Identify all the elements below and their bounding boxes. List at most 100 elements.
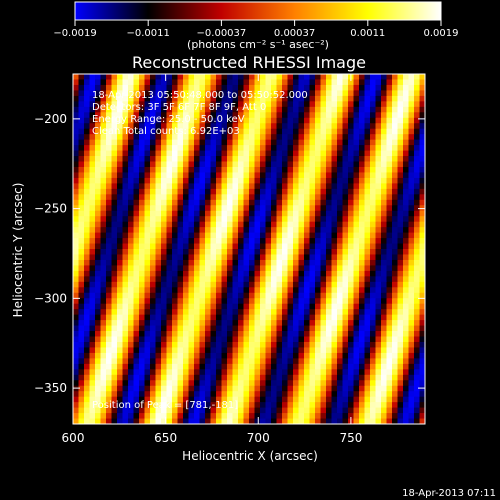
heatmap-cell xyxy=(359,101,366,108)
heatmap-cell xyxy=(133,238,140,245)
heatmap-cell xyxy=(221,117,228,124)
heatmap-cell xyxy=(199,352,206,359)
heatmap-cell xyxy=(139,292,146,299)
heatmap-cell xyxy=(298,205,305,212)
heatmap-cell xyxy=(364,161,371,168)
heatmap-cell xyxy=(199,221,206,228)
heatmap-cell xyxy=(188,166,195,174)
heatmap-cell xyxy=(133,112,140,119)
heatmap-cell xyxy=(133,254,140,261)
heatmap-cell xyxy=(342,150,349,157)
heatmap-cell xyxy=(260,331,267,338)
heatmap-cell xyxy=(364,90,371,97)
heatmap-cell xyxy=(271,331,278,338)
heatmap-cell xyxy=(144,331,151,338)
heatmap-cell xyxy=(276,341,283,349)
heatmap-cell xyxy=(403,320,410,327)
heatmap-cell xyxy=(111,347,118,354)
heatmap-cell xyxy=(260,145,267,152)
heatmap-cell xyxy=(265,418,272,424)
heatmap-cell xyxy=(359,336,366,343)
heatmap-cell xyxy=(194,183,201,190)
heatmap-cell xyxy=(117,210,124,217)
heatmap-cell xyxy=(183,199,190,206)
heatmap-cell xyxy=(287,249,294,256)
heatmap-cell xyxy=(370,139,377,146)
heatmap-cell xyxy=(243,194,250,201)
heatmap-cell xyxy=(210,298,217,305)
heatmap-cell xyxy=(370,336,377,343)
heatmap-cell xyxy=(216,320,223,327)
heatmap-cell xyxy=(309,106,316,113)
heatmap-cell xyxy=(205,216,212,223)
heatmap-cell xyxy=(370,265,377,272)
heatmap-cell xyxy=(161,320,168,327)
heatmap-cell xyxy=(232,358,239,365)
heatmap-cell xyxy=(276,74,283,81)
heatmap-cell xyxy=(304,385,311,392)
heatmap-cell xyxy=(293,74,300,81)
heatmap-cell xyxy=(150,79,157,86)
heatmap-cell xyxy=(353,402,360,409)
heatmap-cell xyxy=(205,265,212,272)
heatmap-cell xyxy=(128,292,135,299)
heatmap-cell xyxy=(315,396,322,403)
heatmap-cell xyxy=(353,281,360,288)
heatmap-cell xyxy=(276,281,283,288)
heatmap-cell xyxy=(326,194,333,201)
heatmap-cell xyxy=(364,314,371,321)
heatmap-cell xyxy=(320,314,327,321)
heatmap-cell xyxy=(337,413,344,420)
heatmap-cell xyxy=(144,407,151,414)
heatmap-cell xyxy=(414,380,421,387)
heatmap-cell xyxy=(381,336,388,343)
heatmap-cell xyxy=(375,166,382,174)
heatmap-cell xyxy=(188,238,195,245)
heatmap-cell xyxy=(100,194,107,201)
heatmap-cell xyxy=(84,276,91,283)
heatmap-cell xyxy=(260,298,267,305)
heatmap-cell xyxy=(337,287,344,294)
heatmap-cell xyxy=(177,106,184,113)
heatmap-cell xyxy=(78,374,85,381)
heatmap-cell xyxy=(397,112,404,119)
heatmap-cell xyxy=(172,413,179,420)
heatmap-cell xyxy=(221,156,228,163)
heatmap-cell xyxy=(304,188,311,195)
heatmap-cell xyxy=(375,303,382,310)
heatmap-cell xyxy=(227,243,234,250)
heatmap-cell xyxy=(243,90,250,97)
heatmap-cell xyxy=(353,188,360,195)
heatmap-cell xyxy=(89,347,96,354)
colorbar xyxy=(74,1,442,21)
heatmap-cell xyxy=(243,161,250,168)
heatmap-cell xyxy=(117,194,124,201)
heatmap-cell xyxy=(210,79,217,86)
heatmap-cell xyxy=(221,407,228,414)
heatmap-cell xyxy=(381,177,388,184)
heatmap-cell xyxy=(381,391,388,398)
heatmap-cell xyxy=(227,352,234,359)
heatmap-cell xyxy=(265,194,272,201)
heatmap-cell xyxy=(271,238,278,245)
heatmap-cell xyxy=(172,336,179,343)
heatmap-cell xyxy=(73,156,80,163)
heatmap-cell xyxy=(84,396,91,403)
heatmap-cell xyxy=(227,336,234,343)
heatmap-cell xyxy=(216,227,223,234)
heatmap-cell xyxy=(414,221,421,228)
heatmap-cell xyxy=(419,298,425,305)
heatmap-cell xyxy=(139,276,146,283)
heatmap-cell xyxy=(150,166,157,174)
heatmap-cell xyxy=(210,194,217,201)
heatmap-cell xyxy=(298,276,305,283)
heatmap-cell xyxy=(315,145,322,152)
heatmap-cell xyxy=(309,320,316,327)
heatmap-cell xyxy=(172,90,179,97)
heatmap-cell xyxy=(95,101,102,108)
heatmap-cell xyxy=(139,331,146,338)
heatmap-cell xyxy=(238,112,245,119)
heatmap-cell xyxy=(144,172,151,179)
heatmap-cell xyxy=(353,249,360,256)
heatmap-cell xyxy=(397,205,404,212)
